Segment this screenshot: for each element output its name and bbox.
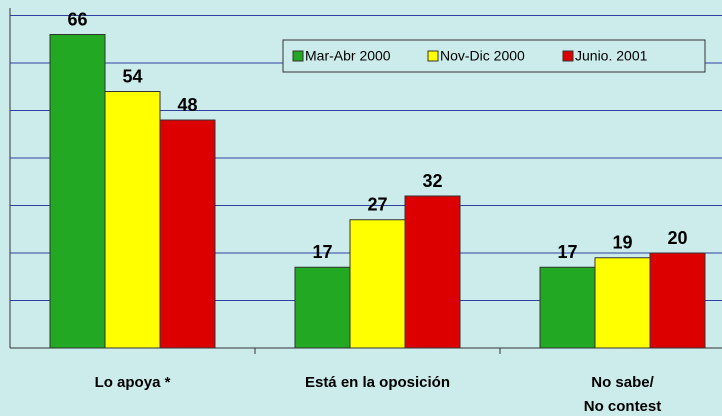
legend-label: Nov-Dic 2000: [440, 48, 525, 64]
bar: [294, 266, 351, 349]
value-label: 17: [557, 242, 577, 262]
legend-swatch: [562, 50, 574, 62]
value-label: 66: [67, 9, 87, 29]
value-label: 54: [122, 66, 142, 86]
legend-label: Junio. 2001: [575, 48, 648, 64]
legend-label: Mar-Abr 2000: [305, 48, 391, 64]
value-label: 17: [312, 242, 332, 262]
bar: [49, 34, 106, 349]
legend-swatch: [427, 50, 439, 62]
x-tick-label: Está en la oposición: [305, 374, 450, 391]
bar: [594, 257, 651, 349]
value-label: 48: [177, 95, 197, 115]
bar: [159, 119, 216, 349]
bar: [539, 266, 596, 349]
bar: [649, 252, 706, 349]
bar: [349, 219, 406, 349]
bar: [404, 195, 461, 349]
x-tick-label: Lo apoya *: [95, 374, 171, 391]
legend-swatch: [292, 50, 304, 62]
x-tick-label: No sabe/: [591, 374, 654, 391]
x-tick-label: No contest: [584, 398, 662, 415]
legend-box: [282, 39, 706, 73]
bar: [104, 91, 161, 349]
value-label: 27: [367, 195, 387, 215]
value-label: 19: [612, 233, 632, 253]
value-label: 20: [667, 228, 687, 248]
value-label: 32: [422, 171, 442, 191]
